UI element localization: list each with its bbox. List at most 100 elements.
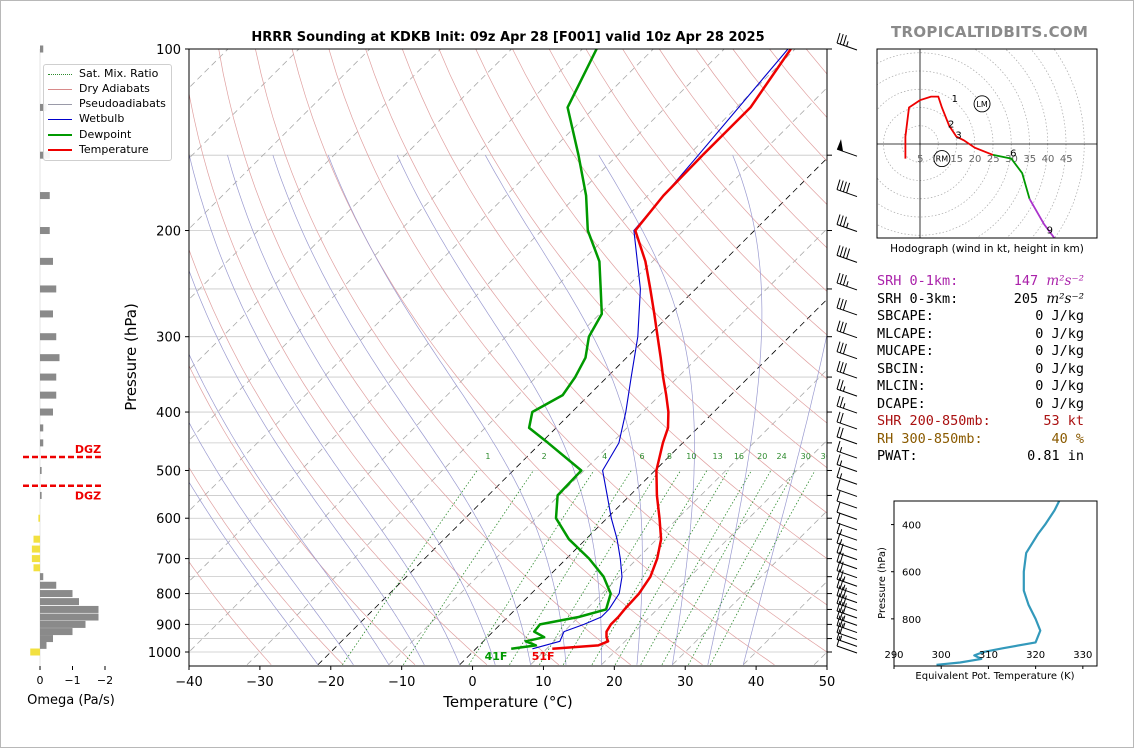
wind-barb: [836, 551, 858, 570]
wind-barb-staff: [836, 307, 858, 316]
wind-barb-staff: [836, 436, 858, 445]
dry-adiabat-line: [189, 561, 272, 666]
wind-barb-full: [839, 215, 844, 226]
wind-barb-half: [842, 584, 846, 590]
wind-barb-full: [836, 512, 841, 524]
wind-barb-full: [836, 360, 841, 372]
wind-barb-full: [836, 320, 841, 331]
wind-barb-half: [846, 41, 849, 47]
pseudoadiabat-line: [484, 155, 643, 665]
dry-adiabat-line: [512, 49, 827, 424]
omega-bar: [40, 439, 44, 447]
wind-barb-staff: [836, 587, 858, 596]
omega-bar: [40, 573, 44, 581]
pseudoadiabat-line: [707, 155, 763, 665]
x-tick-label: −10: [388, 675, 415, 690]
wind-barb: [836, 608, 858, 626]
x-tick-label: 10: [535, 675, 552, 690]
omega-bar: [40, 635, 53, 643]
omega-bar: [40, 373, 57, 381]
wind-barb-staff: [836, 561, 858, 570]
wind-barb-full: [842, 35, 847, 46]
legend-swatch: [48, 103, 72, 105]
theta-e-x-tick-label: 290: [884, 650, 903, 661]
wind-barb-staff: [836, 632, 858, 641]
mixing-ratio-label: 8: [667, 452, 672, 461]
wind-barb-full: [836, 467, 841, 478]
wind-barb-half: [842, 403, 846, 409]
mixing-ratio-label: 6: [639, 452, 644, 461]
wind-barb: [836, 569, 858, 587]
theta-e-y-tick-label: 400: [902, 521, 921, 532]
wind-barb-full: [839, 578, 844, 589]
wind-barb-full: [836, 551, 841, 562]
chart-title: HRRR Sounding at KDKB Init: 09z Apr 28 […: [251, 30, 764, 45]
wind-barb-full: [842, 603, 847, 614]
legend-swatch: [48, 73, 72, 75]
theta-e-xlabel: Equivalent Pot. Temperature (K): [915, 671, 1074, 682]
param-label: PWAT:: [877, 448, 918, 464]
mixing-ratio-line: [640, 470, 752, 665]
mixing-ratio-line: [402, 470, 534, 666]
wind-barb-full: [839, 246, 844, 257]
wind-barb: [836, 378, 858, 397]
hodograph-ring-label: 45: [1060, 154, 1073, 165]
dry-adiabat-line: [475, 49, 827, 469]
theta-e-frame: [893, 500, 1098, 667]
omega-bar: [40, 466, 42, 474]
omega-bar: [40, 581, 57, 589]
isotherm-line: [189, 49, 796, 653]
omega-tick-label: 0: [37, 674, 44, 687]
wind-barb-full: [836, 378, 841, 390]
wind-barb-full: [836, 593, 841, 604]
wind-barb-full: [836, 341, 841, 352]
wind-barb: [836, 629, 858, 647]
wind-barb: [836, 320, 858, 339]
wind-barb-staff: [836, 464, 858, 472]
wind-barb-half: [839, 473, 843, 479]
wind-barb-full: [836, 297, 841, 309]
wind-barb-full: [839, 601, 844, 613]
omega-tick-label: −1: [64, 674, 80, 687]
wind-barb-full: [839, 586, 844, 597]
wind-barb-full: [836, 622, 841, 633]
legend-swatch: [48, 149, 72, 151]
param-unit: m²s⁻²: [1046, 290, 1084, 307]
wind-barb-full: [836, 569, 841, 580]
hodograph-height-label: 3: [955, 130, 961, 141]
legend-swatch: [48, 134, 72, 136]
wind-barb-full: [836, 635, 841, 647]
param-row: SRH 0-1km: 147 m²s⁻²: [877, 273, 1092, 291]
wind-barb: [836, 577, 858, 596]
dry-adiabat-line: [291, 49, 775, 666]
param-number: 147: [1013, 273, 1039, 289]
omega-bar: [40, 613, 99, 621]
theta-e-y-tick-label: 800: [902, 615, 921, 626]
wind-barb-half: [839, 529, 843, 535]
theta-e-y-tick-label: 600: [902, 568, 921, 579]
param-label: MLCIN:: [877, 378, 926, 394]
wind-barb-full: [836, 532, 841, 544]
wind-barb-full: [836, 608, 841, 619]
wind-barb-staff: [836, 532, 858, 541]
param-label: SRH 0-3km:: [877, 290, 959, 307]
wind-barb-full: [842, 275, 847, 286]
wind-barb-full: [846, 182, 851, 193]
theta-e-x-tick-label: 320: [1026, 650, 1045, 661]
param-value: 0 J/kg: [1035, 325, 1084, 342]
wind-barb-full: [836, 411, 841, 423]
wind-barb-full: [842, 595, 847, 606]
hodograph-trace: [992, 154, 1031, 200]
pseudoadiabat-line: [189, 269, 425, 665]
wind-barb-staff: [836, 570, 858, 579]
wind-barb-full: [836, 523, 841, 534]
wind-barb: [836, 585, 858, 604]
wind-barb-full: [839, 616, 844, 627]
wind-barb-staff: [836, 610, 858, 619]
wind-barb-staff: [836, 254, 858, 263]
param-value: 0 J/kg: [1035, 378, 1084, 394]
wind-barb-full: [836, 502, 841, 513]
omega-bar: [40, 45, 44, 53]
legend-label: Temperature: [79, 143, 149, 156]
